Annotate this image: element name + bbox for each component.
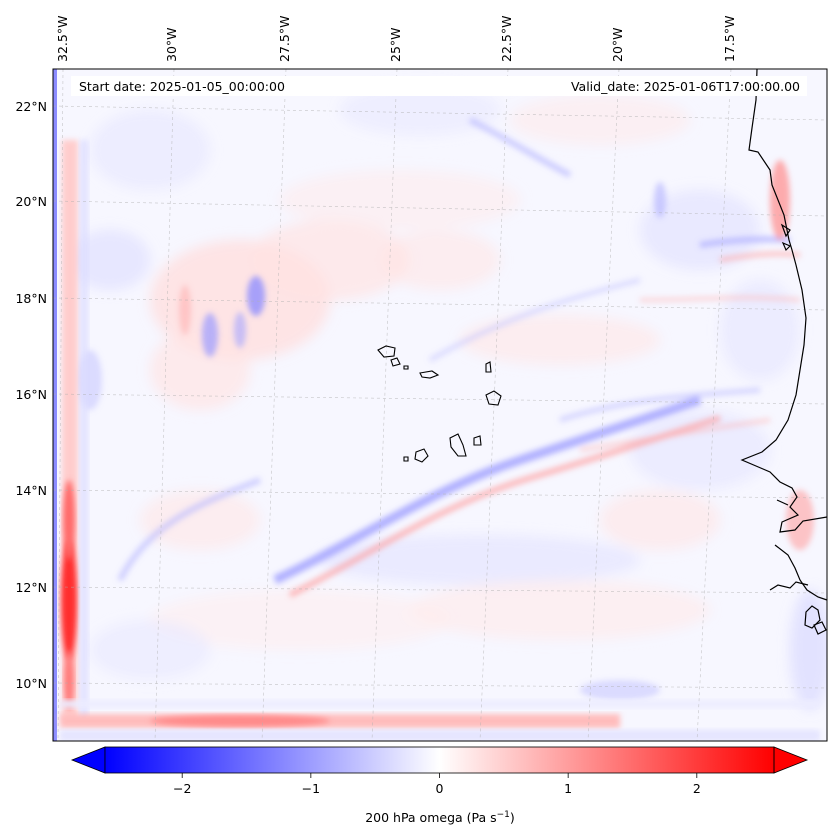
annotation-bar <box>71 76 807 96</box>
colorbar-tick-label: 0 <box>436 781 444 796</box>
lon-label-25w: 25°W <box>388 27 403 62</box>
map-panel: Start date: 2025-01-05_00:00:00 Valid_da… <box>52 68 828 742</box>
colorbar-label: 200 hPa omega (Pa s−1) <box>365 810 515 825</box>
colorbar-ticks: −2 −1 0 1 2 <box>173 773 701 796</box>
lon-label-20w: 20°W <box>610 27 625 62</box>
lat-label-20n: 20°N <box>15 194 47 209</box>
lon-label-27-5w: 27.5°W <box>277 16 292 62</box>
coastlines <box>740 68 828 635</box>
lat-label-12n: 12°N <box>15 580 47 595</box>
lat-label-18n: 18°N <box>15 291 47 306</box>
island-santiago <box>449 433 467 457</box>
island-santa-luzia <box>403 365 409 370</box>
graticule <box>52 68 828 742</box>
omega-field <box>53 69 827 741</box>
lon-label-32-5w: 32.5°W <box>55 16 70 62</box>
island-maio <box>473 435 482 446</box>
cape-verde-islands <box>377 345 502 463</box>
island-sao-nicolau <box>419 370 440 379</box>
colorbar-tick-label: 2 <box>693 781 701 796</box>
colorbar-tick-label: −1 <box>302 781 320 796</box>
omega-patches <box>70 85 827 710</box>
omega-bands <box>78 117 814 700</box>
lon-label-30w: 30°W <box>164 27 179 62</box>
colorbar-tick-label: −2 <box>173 781 191 796</box>
colorbar-extend-max <box>773 746 809 774</box>
lon-label-22-5w: 22.5°W <box>499 16 514 62</box>
valid-date-text: Valid_date: 2025-01-06T17:00:00.00 <box>571 79 800 94</box>
lat-label-22n: 22°N <box>15 99 47 114</box>
boundary-strips <box>53 69 820 741</box>
lat-label-14n: 14°N <box>15 483 47 498</box>
latitude-labels: 22°N 20°N 18°N 16°N 14°N 12°N 10°N <box>15 99 47 691</box>
start-date-text: Start date: 2025-01-05_00:00:00 <box>79 79 285 94</box>
island-sal <box>485 361 492 373</box>
colorbar: −2 −1 0 1 2 200 hPa omega (Pa s−1) <box>70 746 809 825</box>
island-brava <box>403 456 409 462</box>
longitude-labels: 32.5°W 30°W 27.5°W 25°W 22.5°W 20°W 17.5… <box>55 16 737 62</box>
colorbar-tick-label: 1 <box>564 781 572 796</box>
lat-label-10n: 10°N <box>15 676 47 691</box>
island-fogo <box>414 448 429 463</box>
lon-label-17-5w: 17.5°W <box>722 16 737 62</box>
colorbar-gradient <box>105 747 774 773</box>
colorbar-extend-min <box>70 746 106 774</box>
island-boa-vista <box>485 390 502 406</box>
map-frame <box>52 68 828 742</box>
island-santo-antao <box>377 345 396 358</box>
lat-label-16n: 16°N <box>15 387 47 402</box>
africa-coastline <box>740 68 828 533</box>
island-sao-vicente <box>390 357 401 367</box>
